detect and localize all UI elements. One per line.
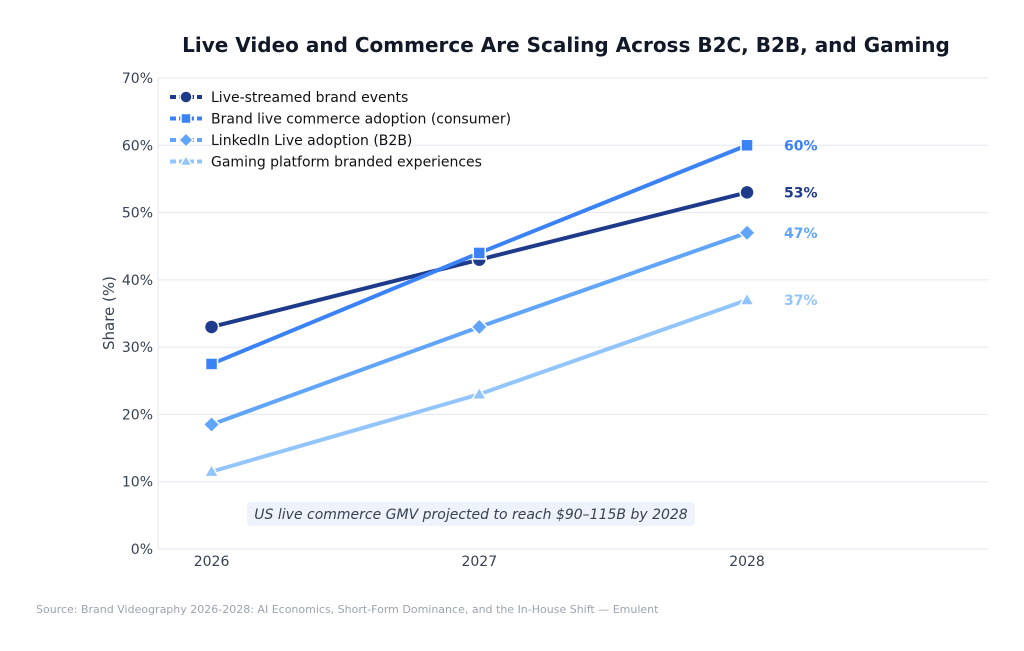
data-point [202, 415, 221, 434]
x-tick-label: 2028 [729, 554, 765, 570]
series-2: 47% [202, 223, 818, 434]
annotation: US live commerce GMV projected to reach … [254, 507, 687, 523]
chart-title: Live Video and Commerce Are Scaling Acro… [182, 33, 950, 57]
data-point [738, 291, 756, 306]
data-point [204, 357, 219, 371]
y-tick-label: 30% [122, 340, 153, 356]
end-label: 37% [784, 293, 818, 309]
y-tick-label: 50% [122, 206, 153, 222]
y-tick-label: 10% [122, 475, 153, 491]
data-point [740, 138, 754, 153]
y-tick-label: 20% [122, 407, 153, 423]
y-tick-label: 40% [122, 273, 153, 289]
legend-marker [180, 112, 192, 125]
series-1: 60% [204, 138, 818, 371]
y-tick-label: 60% [122, 138, 153, 154]
legend-item: LinkedIn Live adoption (B2B) [170, 131, 412, 149]
end-label: 47% [784, 226, 818, 242]
y-tick-label: 0% [131, 542, 153, 558]
x-tick-label: 2027 [461, 554, 497, 570]
legend-item: Brand live commerce adoption (consumer) [170, 112, 511, 128]
end-label: 60% [784, 138, 818, 154]
y-axis-label: Share (%) [100, 276, 118, 350]
legend-label: Gaming platform branded experiences [211, 155, 482, 171]
data-point [737, 223, 757, 242]
x-tick-label: 2026 [194, 554, 230, 570]
data-point [203, 319, 220, 335]
data-point [739, 184, 755, 201]
end-label: 53% [784, 185, 818, 201]
series-0: 53% [203, 184, 818, 335]
legend-label: Brand live commerce adoption (consumer) [211, 112, 511, 128]
legend-item: Gaming platform branded experiences [170, 154, 482, 171]
series-3: 37% [203, 291, 818, 478]
legend-marker [177, 131, 195, 149]
legend-label: LinkedIn Live adoption (B2B) [211, 133, 412, 149]
legend-marker [179, 90, 193, 104]
source-note: Source: Brand Videography 2026-2028: AI … [36, 603, 659, 616]
legend-label: Live-streamed brand events [211, 90, 408, 106]
legend-marker [178, 154, 194, 167]
y-tick-label: 70% [122, 71, 153, 87]
annotation-box [247, 502, 695, 526]
data-point [470, 385, 488, 400]
legend-item: Live-streamed brand events [170, 90, 408, 106]
data-point [472, 246, 487, 260]
data-point [470, 317, 489, 337]
data-point [203, 463, 220, 478]
